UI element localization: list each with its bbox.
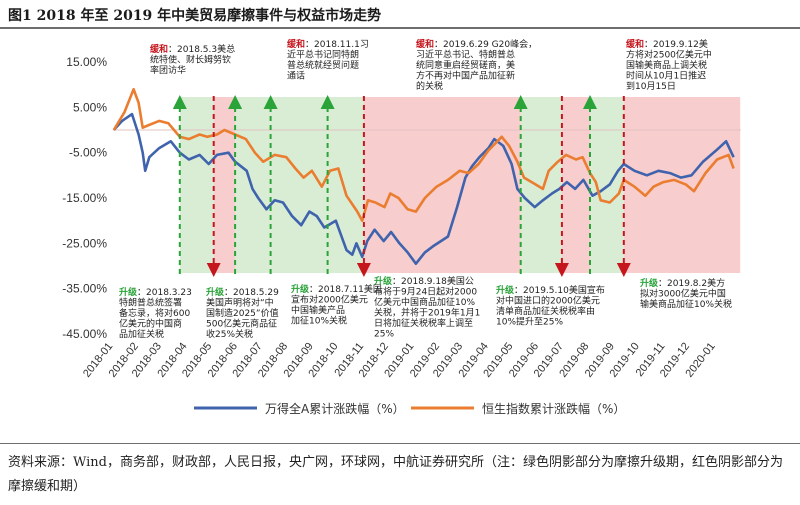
annotation-line: 特朗普总统签署 — [119, 297, 182, 309]
annotation-line: 备忘录，将对600 — [119, 307, 190, 319]
annotation-line: 的关税 — [416, 80, 443, 92]
annotation-2: 缓和：2019.6.29 G20峰会，习近平总书记、特朗普总统同意重启经贸磋商，… — [416, 38, 537, 92]
figure-title: 图1 2018 年至 2019 年中美贸易摩擦事件与权益市场走势 — [8, 8, 382, 24]
annotation-3: 缓和：2019.9.12美方将对2500亿美元中国输美商品上调关税时间从10月1… — [626, 38, 712, 92]
annotation-line: 布将于9月24日起对2000 — [374, 286, 477, 298]
annotation-line: 通话 — [287, 70, 305, 82]
annotation-line: 亿美元的中国商 — [119, 318, 182, 330]
annotation-line: 习近平总书记、特朗普总 — [416, 49, 515, 61]
annotation-line: 缓和：2018.5.3美总 — [150, 43, 235, 55]
legend: 万得全A累计涨跌幅（%） 恒生指数累计涨跌幅（%） — [194, 401, 625, 416]
annotation-line: 统特使、财长姆努钦 — [150, 54, 231, 66]
annotation-body: ：2019.5.10美国宣布 — [514, 284, 605, 296]
annotation-5: 升级：2018.5.29美国声明将对“中国制造2025”价值500亿美元商品征收… — [206, 286, 279, 340]
annotation-kind: 升级 — [206, 286, 225, 298]
annotation-line: 方不再对中国产品加征新 — [416, 70, 515, 82]
annotation-line: 品加征关税 — [119, 328, 164, 340]
annotation-body: ：2019.8.2美方 — [658, 277, 725, 289]
annotation-line: 日将加征关税税率上调至 — [374, 317, 473, 329]
annotation-body: ：2018.5.29 — [224, 288, 279, 298]
annotation-kind: 升级 — [119, 286, 138, 298]
annotation-line: 率团访华 — [150, 64, 186, 76]
annotation-line: 输美商品加征10%关税 — [640, 298, 732, 310]
annotation-body: ：2018.7.11美国 — [309, 283, 382, 295]
annotation-line: 美国声明将对“中 — [206, 297, 274, 309]
annotation-line: 时间从10月1日推迟 — [626, 70, 706, 82]
annotation-8: 升级：2019.5.10美国宣布对中国进口的2000亿美元清单商品加征关税税率由… — [496, 284, 605, 328]
source-note: 资料来源：Wind，商务部，财政部，人民日报，央广网，环球网，中航证券研究所（注… — [8, 455, 783, 494]
escalation-band-3 — [270, 97, 328, 273]
annotation-body: ：2019.9.12美 — [644, 38, 708, 50]
annotation-line: 25% — [374, 330, 394, 340]
annotation-line: 升级：2018.3.23 — [119, 286, 192, 298]
annotation-line: 拟对3000亿美元中国 — [640, 288, 726, 300]
annotation-line: 中国输美产品 — [291, 304, 345, 316]
annotation-line: 缓和：2019.9.12美 — [626, 38, 708, 50]
y-tick-label: -25.00% — [62, 236, 107, 250]
annotation-line: 升级：2019.8.2美方 — [640, 277, 725, 289]
annotation-kind: 升级 — [291, 283, 310, 295]
annotation-line: 收25%关税 — [206, 328, 253, 340]
annotation-body: ：2019.6.29 G20峰会， — [434, 38, 537, 50]
annotation-body: ：2018.5.3美总 — [168, 43, 235, 55]
escalation-band-2 — [235, 97, 271, 273]
annotation-kind: 缓和 — [287, 38, 305, 50]
series-line-hang-seng — [112, 87, 735, 222]
y-tick-label: -5.00% — [69, 146, 107, 160]
annotation-line: 统同意重启经贸磋商，美 — [416, 59, 515, 71]
line-chart: 15.00% 5.00% -5.00% -15.00% -25.00% -35.00% -4… — [62, 38, 741, 416]
annotation-kind: 缓和 — [416, 38, 434, 50]
top-rule — [0, 27, 800, 29]
annotation-line: 方将对2500亿美元中 — [626, 49, 712, 61]
annotation-line: 升级：2019.5.10美国宣布 — [496, 284, 605, 296]
annotation-line: 关税，并将于2019年1月1 — [374, 307, 480, 319]
easing-band-9 — [623, 97, 741, 273]
annotation-line: 普总统就经贸问题 — [287, 59, 359, 71]
escalation-band-0 — [179, 97, 214, 273]
legend-label-wind-a: 万得全A累计涨跌幅（%） — [265, 401, 405, 416]
annotation-line: 到10月15日 — [626, 80, 676, 92]
annotation-line: 加征10%关税 — [291, 315, 347, 327]
y-tick-label: 15.00% — [66, 55, 107, 69]
annotation-line: 近平总书记同特朗 — [287, 49, 359, 61]
annotation-kind: 缓和 — [150, 43, 168, 55]
annotation-line: 对中国进口的2000亿美元 — [496, 295, 600, 307]
annotation-kind: 缓和 — [626, 38, 644, 50]
annotation-kind: 升级 — [640, 277, 659, 289]
annotation-line: 缓和：2018.11.1习 — [287, 38, 369, 50]
annotation-line: 10%提升至25% — [496, 317, 563, 328]
annotation-line: 国输美商品上调关税 — [626, 59, 707, 71]
annotation-line: 500亿美元商品征 — [206, 318, 277, 330]
annotation-line: 亿美元中国商品加征10% — [374, 296, 475, 308]
annotation-body: ：2018.11.1习 — [305, 39, 369, 50]
series-line-wind-a — [112, 112, 735, 265]
escalation-band-6 — [520, 97, 562, 273]
annotation-body: ：2018.3.23 — [137, 288, 192, 298]
annotation-kind: 升级 — [374, 275, 393, 287]
bottom-rule — [0, 443, 800, 444]
annotation-line: 国制造2025”价值 — [206, 307, 279, 319]
y-tick-label: 5.00% — [73, 100, 107, 114]
annotation-line: 宣布对2000亿美元 — [291, 294, 368, 306]
y-tick-label: -45.00% — [62, 327, 107, 341]
annotation-line: 升级：2018.7.11美国 — [291, 283, 382, 295]
annotation-line: 升级：2018.9.18美国公 — [374, 275, 474, 287]
annotation-kind: 升级 — [496, 284, 515, 296]
easing-band-1 — [213, 97, 236, 273]
annotation-line: 清单商品加征关税税率由 — [496, 305, 595, 317]
annotation-line: 升级：2018.5.29 — [206, 286, 279, 298]
annotation-7: 升级：2018.9.18美国公布将于9月24日起对2000亿美元中国商品加征10… — [374, 275, 480, 340]
easing-band-5 — [363, 97, 521, 273]
legend-label-hang-seng: 恒生指数累计涨跌幅（%） — [482, 401, 625, 416]
y-tick-label: -35.00% — [62, 282, 107, 296]
y-tick-label: -15.00% — [62, 191, 107, 205]
annotation-line: 缓和：2019.6.29 G20峰会， — [416, 38, 537, 50]
annotation-body: ：2018.9.18美国公 — [392, 275, 474, 287]
